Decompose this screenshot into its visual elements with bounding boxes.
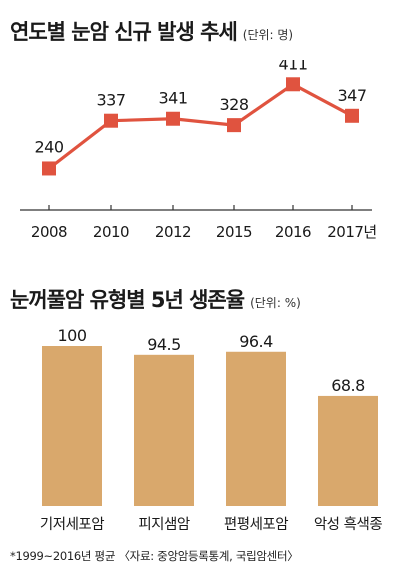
bar	[42, 346, 102, 506]
data-label: 347	[337, 86, 366, 105]
x-tick-label: 2015	[216, 223, 252, 241]
bar	[226, 351, 286, 506]
data-point	[166, 111, 180, 126]
source-note: *1999~2016년 평균 〈자료: 중앙암등록통계, 국립암센터〉	[10, 549, 299, 563]
data-label: 240	[34, 137, 63, 156]
x-tick-label: 2016	[275, 223, 311, 241]
x-tick-label: 2017년	[327, 223, 376, 241]
line-chart: 2008 2010 2012 2015 2016 2017년 240 337 341 328 411…	[20, 60, 377, 241]
data-point	[286, 77, 300, 92]
x-tick-label: 2010	[93, 223, 129, 241]
data-point	[227, 118, 241, 133]
x-tick-label: 2012	[155, 223, 191, 241]
line-chart-title-text: 연도별 눈암 신규 발생 추세	[10, 20, 238, 44]
bar-chart-title: 눈꺼풀암 유형별 5년 생존율 (단위: %)	[10, 284, 301, 314]
bar-value-label: 100	[57, 326, 86, 345]
data-label: 328	[219, 95, 248, 114]
bar-value-label: 96.4	[239, 332, 273, 351]
category-label: 피지샘암	[138, 516, 190, 533]
series-line	[48, 82, 353, 170]
bar	[318, 395, 378, 506]
bar-value-label: 68.8	[331, 376, 365, 395]
line-chart-unit: (단위: 명)	[242, 28, 294, 42]
data-label: 341	[158, 89, 187, 108]
data-point	[42, 161, 56, 176]
bar	[134, 354, 194, 506]
data-point	[345, 108, 359, 123]
bar-chart: 100 기저세포암 94.5 피지샘암 96.4 편평세포암 68.8 악성 흑색종	[40, 326, 383, 533]
data-label: 411	[278, 60, 307, 73]
bar-value-label: 94.5	[147, 335, 181, 354]
data-point	[104, 113, 118, 128]
bar-chart-unit: (단위: %)	[250, 296, 301, 310]
data-label: 337	[96, 91, 125, 110]
line-chart-title: 연도별 눈암 신규 발생 추세 (단위: 명)	[10, 16, 293, 46]
category-label: 기저세포암	[40, 516, 104, 533]
bar-chart-title-text: 눈꺼풀암 유형별 5년 생존율	[10, 288, 245, 312]
x-tick-label: 2008	[31, 223, 67, 241]
category-label: 악성 흑색종	[314, 515, 382, 533]
category-label: 편평세포암	[224, 516, 288, 533]
